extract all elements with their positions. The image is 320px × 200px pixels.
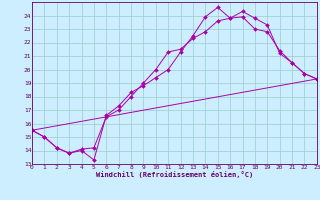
- X-axis label: Windchill (Refroidissement éolien,°C): Windchill (Refroidissement éolien,°C): [96, 171, 253, 178]
